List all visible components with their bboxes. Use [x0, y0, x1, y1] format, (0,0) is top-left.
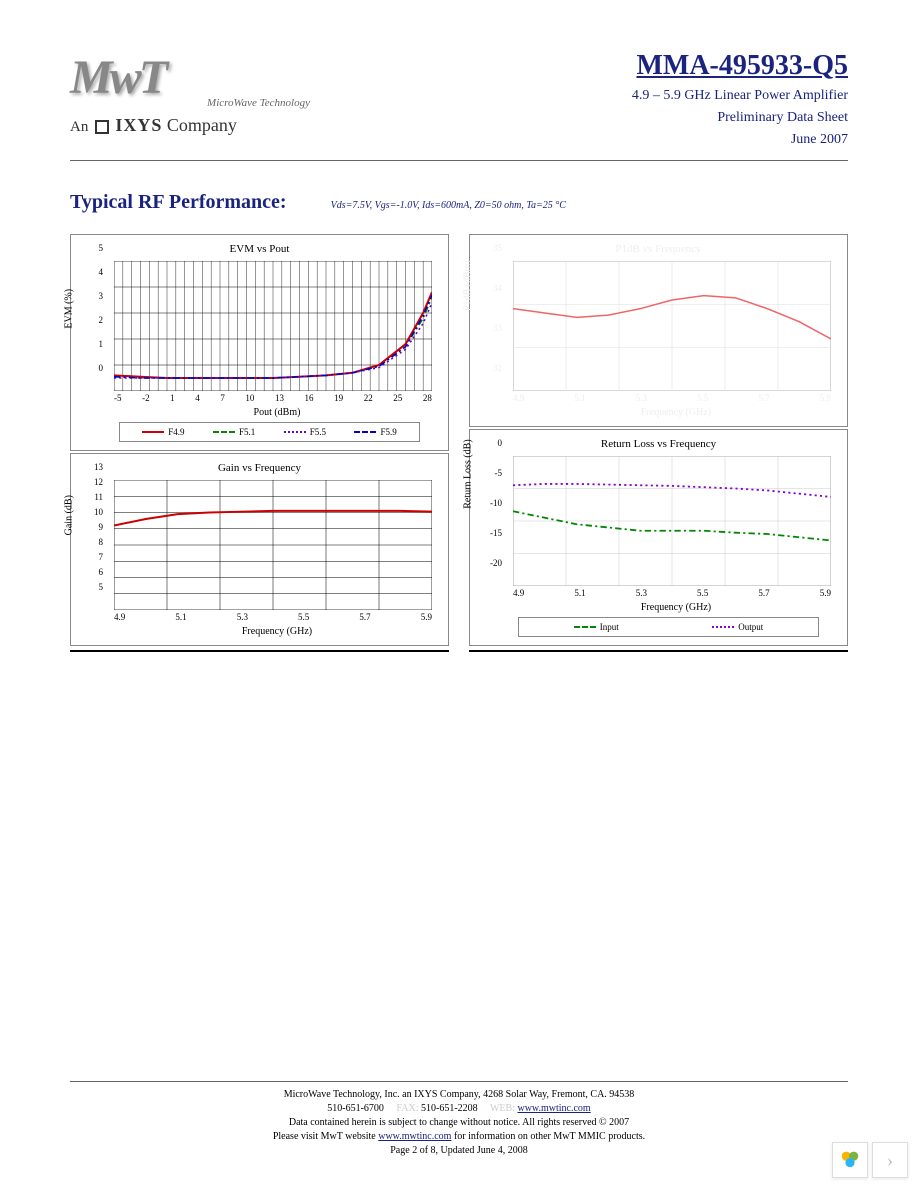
footer-web-label: WEB:	[490, 1103, 515, 1114]
footer-fax: 510-651-2208	[421, 1103, 478, 1114]
p1db-chart: P1dB vs Frequency 35343332 P1dB (dBm) 4.…	[469, 234, 848, 427]
plot-svg	[513, 456, 831, 586]
chart-title: Return Loss vs Frequency	[478, 438, 839, 450]
gain-chart: Gain vs Frequency 1312111098765 Gain (dB…	[70, 453, 449, 646]
page-header: MwT MicroWave Technology An IXYS Company…	[70, 50, 848, 161]
footer-web-link[interactable]: www.mwtinc.com	[517, 1103, 590, 1114]
x-axis-label: Frequency (GHz)	[114, 626, 440, 637]
footer-page-info: Page 2 of 8, Updated June 4, 2008	[70, 1144, 848, 1158]
part-number: MMA-495933-Q5	[632, 50, 848, 82]
section-title: Typical RF Performance:	[70, 191, 287, 214]
plot-area	[114, 261, 432, 391]
nav-widget: ›	[832, 1142, 908, 1178]
charts-grid: EVM vs Pout 543210 EVM (%) -5-2147101316…	[70, 234, 848, 652]
plot-area	[114, 480, 432, 610]
test-conditions: Vds=7.5V, Vgs=-1.0V, Ids=600mA, Z0=50 oh…	[331, 200, 566, 211]
y-ticks: 1312111098765	[89, 462, 103, 592]
company-logo-block: MwT MicroWave Technology An IXYS Company	[70, 50, 310, 136]
x-axis-label: Frequency (GHz)	[513, 602, 839, 613]
y-ticks: 543210	[89, 243, 103, 373]
chart-legend: InputOutput	[518, 617, 819, 637]
footer-address: MicroWave Technology, Inc. an IXYS Compa…	[70, 1088, 848, 1102]
ixys-prefix: An	[70, 119, 88, 135]
y-ticks: 0-5-10-15-20	[488, 438, 502, 568]
footer-contact: 510-651-6700 FAX: 510-651-2208 WEB: www.…	[70, 1102, 848, 1116]
evm-chart: EVM vs Pout 543210 EVM (%) -5-2147101316…	[70, 234, 449, 451]
y-axis-label: P1dB (dBm)	[463, 260, 474, 311]
chart-title: EVM vs Pout	[79, 243, 440, 255]
ixys-name: IXYS	[115, 115, 162, 135]
footer-rights: Data contained herein is subject to chan…	[70, 1116, 848, 1130]
section-header: Typical RF Performance: Vds=7.5V, Vgs=-1…	[70, 191, 848, 214]
y-axis-label: EVM (%)	[64, 288, 75, 328]
y-axis-label: Gain (dB)	[64, 495, 75, 535]
product-description: 4.9 – 5.9 GHz Linear Power Amplifier	[632, 88, 848, 104]
datasheet-date: June 2007	[632, 132, 848, 148]
plot-area	[513, 261, 831, 391]
title-block: MMA-495933-Q5 4.9 – 5.9 GHz Linear Power…	[632, 50, 848, 148]
chevron-right-icon: ›	[887, 1150, 893, 1171]
petal-icon	[839, 1147, 861, 1174]
x-ticks: 4.95.15.35.55.75.9	[513, 588, 831, 598]
plot-svg	[114, 261, 432, 391]
chart-legend: F4.9F5.1F5.5F5.9	[119, 422, 420, 442]
page-footer: MicroWave Technology, Inc. an IXYS Compa…	[70, 1081, 848, 1158]
footer-website-link[interactable]: www.mwtinc.com	[378, 1131, 451, 1142]
footer-more-info: Please visit MwT website www.mwtinc.com …	[70, 1130, 848, 1144]
plot-svg	[513, 261, 831, 391]
x-ticks: -5-214710131619222528	[114, 393, 432, 403]
ixys-suffix: Company	[167, 115, 237, 135]
datasheet-type: Preliminary Data Sheet	[632, 110, 848, 126]
return-loss-chart: Return Loss vs Frequency 0-5-10-15-20 Re…	[469, 429, 848, 646]
chart-title: P1dB vs Frequency	[478, 243, 839, 255]
chart-column-right: P1dB vs Frequency 35343332 P1dB (dBm) 4.…	[469, 234, 848, 652]
footer-fax-label: FAX:	[396, 1103, 418, 1114]
next-page-button[interactable]: ›	[872, 1142, 908, 1178]
x-ticks: 4.95.15.35.55.75.9	[513, 393, 831, 403]
plot-svg	[114, 480, 432, 610]
plot-area	[513, 456, 831, 586]
footer-phone: 510-651-6700	[327, 1103, 384, 1114]
datasheet-page: MwT MicroWave Technology An IXYS Company…	[0, 0, 918, 1188]
app-icon-button[interactable]	[832, 1142, 868, 1178]
ixys-logo: An IXYS Company	[70, 115, 310, 136]
x-axis-label: Frequency (GHz)	[513, 407, 839, 418]
ixys-square-icon	[95, 120, 109, 134]
y-ticks: 35343332	[488, 243, 502, 373]
x-axis-label: Pout (dBm)	[114, 407, 440, 418]
y-axis-label: Return Loss (dB)	[463, 439, 474, 508]
chart-title: Gain vs Frequency	[79, 462, 440, 474]
chart-column-left: EVM vs Pout 543210 EVM (%) -5-2147101316…	[70, 234, 449, 652]
x-ticks: 4.95.15.35.55.75.9	[114, 612, 432, 622]
